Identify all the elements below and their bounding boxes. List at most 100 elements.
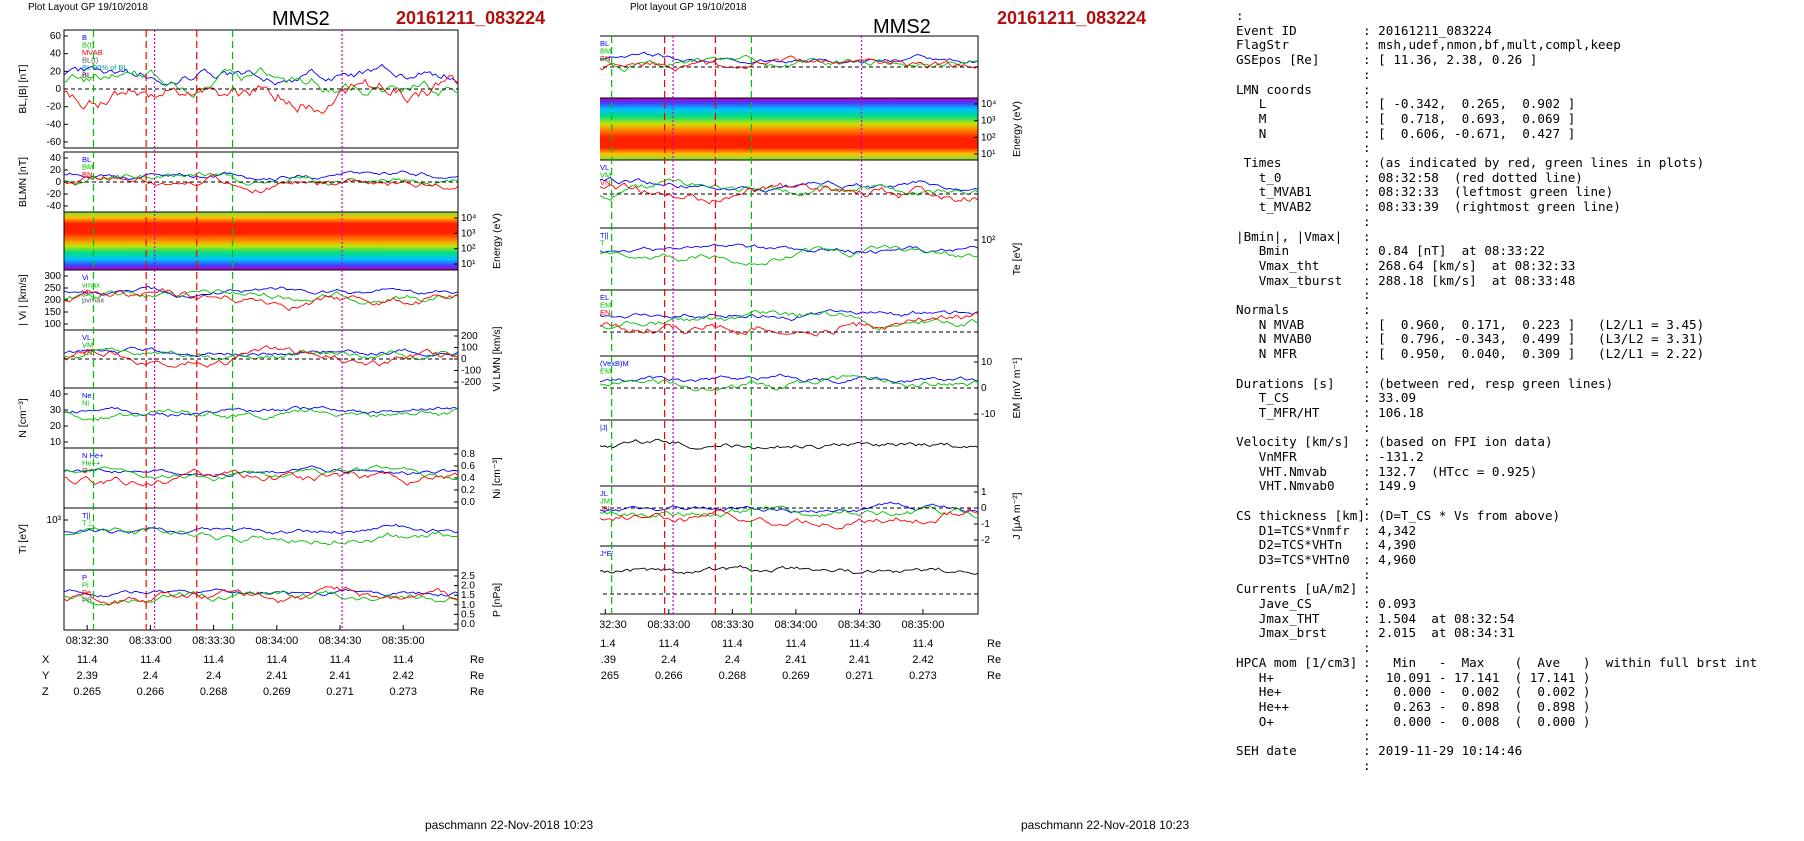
y-axis-label: J [μA m⁻²] [1011,492,1023,539]
legend-label: B(t) [82,41,95,50]
legend-label: Ne [82,391,92,400]
legend-label: VL [82,333,91,342]
info-value: : 132.7 (HTcc = 0.925) [1363,463,1538,479]
series-line [63,285,459,299]
y-tick-label: 300 [44,271,61,282]
series-line [63,586,459,606]
y-tick-label: 10 [981,357,993,368]
info-value: : 20161211_083224 [1363,22,1492,38]
panel-6: 10 0 -10 EM [mV m⁻¹] (VexB)MEM [600,355,1023,421]
legend-label: EL [600,293,609,302]
info-value: : [1363,728,1371,744]
y-tick-label: 10³ [47,515,62,526]
info-key: Vmax_tht [1236,257,1320,273]
info-value: : -131.2 [1363,449,1424,464]
panel-frame [63,387,459,449]
info-value: : (as indicated by red, green lines in p… [1363,155,1705,170]
info-value: : [ 0.960, 0.171, 0.223 ] (L2/L1 = 3.45) [1363,316,1705,332]
series-line [63,590,459,606]
info-key: VnMFR [1236,449,1297,464]
legend-label: T|| [82,511,91,520]
info-key: Times [1236,155,1282,170]
ephemeris-value: 0.268 [200,686,228,698]
series-line [63,523,459,535]
ephemeris-value: 2.41 [329,670,350,682]
ephemeris-name: X [42,654,50,666]
y-tick-label: 10³ [461,228,476,239]
ephemeris-value: 11.4 [659,638,680,650]
info-key: T_CS [1236,390,1290,406]
info-value: : [1363,287,1371,303]
series-line [600,243,979,255]
info-value: : 288.18 [km/s] at 08:33:48 [1363,272,1576,288]
info-key: : [1236,8,1244,23]
y-tick-label: 10 [50,437,62,448]
ephemeris-value: 0.266 [137,686,165,698]
legend-label: Vi [82,273,89,282]
legend-label: Pi [82,581,89,590]
info-key: He++ [1236,698,1290,714]
info-key: VHT.Nmvab0 [1236,478,1335,494]
info-key: Event ID [1236,22,1297,38]
panel-frame [63,447,459,509]
legend-label: MVAB [82,48,103,57]
y-tick-label: 0 [55,177,61,188]
y-tick-label: -2 [981,535,990,546]
info-value: : 0.84 [nT] at 08:33:22 [1363,243,1545,259]
y-tick-label: 1.5 [461,590,475,601]
energy-spectrogram [600,98,978,160]
info-key: HPCA mom [1/cm3] [1236,654,1358,670]
ephemeris-name: Y [42,670,50,682]
ephemeris-value: 0.268 [719,670,747,682]
info-key: Bmin [1236,243,1290,259]
x-tick-label: 08:32:30 [66,635,109,647]
x-tick-label: 08:35:00 [902,619,945,631]
series-line [600,54,979,73]
ephemeris-value: 11.4 [849,638,870,650]
legend-label: Pe [82,588,91,597]
info-key: t_MVAB2 [1236,199,1312,215]
info-key: t_MVAB1 [1236,184,1312,200]
info-key: D3=TCS*VHTn0 [1236,551,1350,567]
info-value: : [1363,419,1371,435]
ephemeris-value: 0.273 [909,670,937,682]
y-tick-label: 10⁴ [981,99,996,110]
y-tick-label: 200 [44,295,61,306]
info-value: : 2019-11-29 10:14:46 [1363,743,1523,758]
legend-label: EM [600,367,611,376]
info-value: : [1363,360,1371,376]
info-value: : 149.9 [1363,478,1417,494]
y-tick-label: 40 [50,389,62,400]
y-tick-label: 250 [44,283,61,294]
ephemeris-value: 2.39 [600,654,616,666]
series-line [600,373,979,384]
y-tick-label: 200 [461,331,478,342]
y-tick-label: 100 [44,319,61,330]
info-key: O+ [1236,713,1274,729]
info-value: : 08:32:33 (leftmost green line) [1363,184,1614,200]
info-key: Normals [1236,302,1290,317]
info-key: T_MFR/HT [1236,404,1320,420]
ephemeris-value: 2.42 [912,654,933,666]
info-value: : 08:33:39 (rightmost green line) [1363,199,1621,215]
series-line [63,468,459,487]
info-value: : [1363,640,1371,656]
energy-spectrogram [64,212,458,270]
ephemeris-value: 0.273 [389,686,417,698]
series-line [600,375,979,392]
info-value: : 0.000 - 0.002 ( 0.002 ) [1363,684,1591,700]
ephemeris-value: 0.269 [263,686,291,698]
ephemeris-value: 2.42 [393,670,414,682]
info-value: : 2.015 at 08:34:31 [1363,625,1515,641]
info-value: : [1363,66,1371,82]
y-tick-label: 10⁴ [461,213,476,224]
y-tick-label: 2.5 [461,571,475,582]
info-value: : [ 11.36, 2.38, 0.26 ] [1363,52,1538,68]
legend-label: He++ [82,459,101,468]
y-tick-label: 0.2 [461,485,475,496]
y-axis-label: Energy (eV) [1011,101,1023,157]
x-tick-label: 08:33:30 [192,635,235,647]
